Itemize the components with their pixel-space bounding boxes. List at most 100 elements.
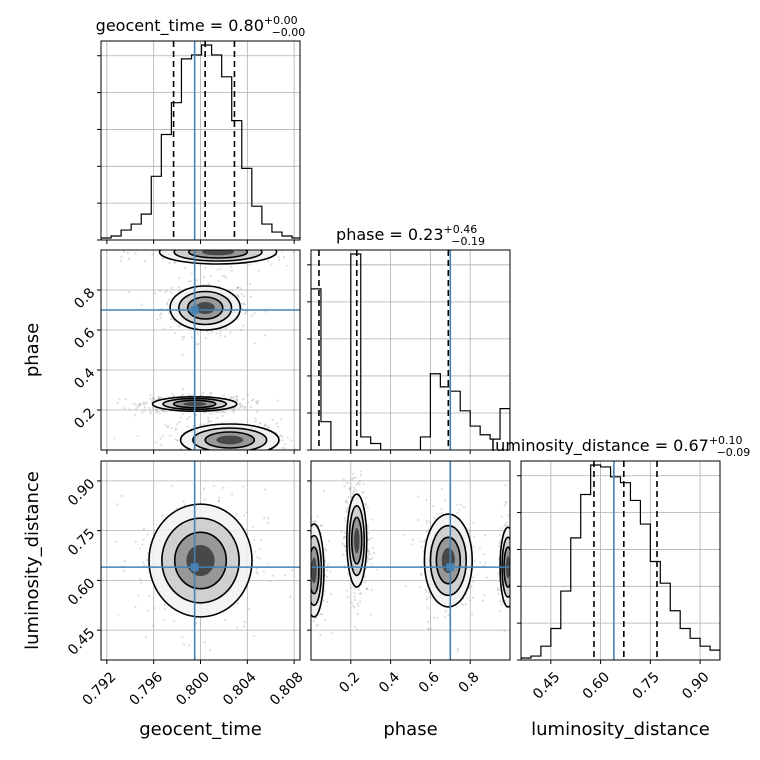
sample-point: [456, 503, 459, 506]
sample-point: [505, 500, 508, 503]
sample-point: [187, 242, 189, 244]
sample-point: [243, 620, 247, 623]
sample-point: [182, 388, 185, 391]
sample-point: [254, 246, 256, 248]
sample-point: [304, 568, 306, 570]
sample-point: [240, 302, 243, 305]
contour-line: [348, 504, 366, 577]
sample-point: [161, 434, 165, 437]
sample-point: [189, 280, 193, 283]
sample-point: [228, 396, 231, 400]
sample-point: [179, 416, 182, 419]
sample-point: [141, 411, 144, 414]
sample-point: [174, 429, 177, 432]
x-tick-label-geocent_time: 0.800: [173, 669, 213, 709]
sample-point: [221, 275, 225, 278]
contour-line: [350, 516, 363, 565]
sample-point: [303, 574, 305, 576]
contour-line: [192, 427, 268, 450]
sample-point: [240, 451, 242, 453]
sample-point: [176, 245, 178, 247]
title-median: luminosity_distance = 0.67: [491, 436, 709, 456]
sample-point: [201, 245, 203, 247]
sample-point: [176, 246, 178, 248]
sample-point: [482, 552, 485, 556]
sample-point: [137, 594, 140, 597]
sample-point: [277, 256, 281, 259]
sample-point: [479, 561, 482, 564]
y-tick-label-luminosity_distance: 0.90: [65, 476, 98, 509]
sample-point: [345, 509, 348, 512]
sample-point: [358, 592, 361, 595]
density-region: [354, 527, 360, 554]
sample-point: [270, 242, 272, 244]
sample-point: [195, 413, 198, 416]
sample-point: [343, 517, 347, 520]
sample-point: [151, 396, 154, 399]
sample-point: [231, 289, 234, 292]
sample-point: [326, 563, 329, 566]
sample-point: [161, 410, 165, 413]
sample-point: [155, 411, 158, 414]
truth-marker: [190, 563, 199, 572]
sample-point: [368, 558, 371, 561]
sample-point: [212, 411, 215, 414]
sample-point: [233, 407, 237, 410]
sample-point: [267, 521, 270, 524]
sample-point: [263, 488, 267, 491]
sample-point: [367, 532, 370, 535]
sample-point: [234, 245, 236, 247]
sample-point: [223, 274, 226, 278]
sample-point: [195, 279, 199, 282]
sample-point: [360, 592, 363, 595]
sample-point: [343, 545, 346, 548]
sample-point: [443, 499, 447, 502]
sample-point: [148, 410, 152, 413]
x-tick-label-geocent_time: 0.804: [220, 669, 260, 709]
sample-point: [223, 409, 226, 413]
sample-point: [263, 424, 266, 427]
sample-point: [215, 332, 218, 335]
y-tick-label-phase: 0.8: [71, 285, 98, 312]
sample-point: [243, 303, 246, 306]
sample-point: [481, 599, 484, 602]
sample-point: [161, 257, 165, 260]
x-axis-label-geocent_time: geocent_time: [139, 719, 262, 740]
sample-point: [267, 426, 270, 429]
sample-point: [427, 627, 430, 630]
sample-point: [203, 411, 206, 414]
x-tick-label-phase: 0.2: [336, 669, 363, 696]
sample-point: [473, 535, 476, 538]
density-panel-luminosity_distance-vs-phase: [303, 460, 511, 664]
y-axis-label-luminosity_distance: luminosity_distance: [22, 471, 43, 650]
sample-point: [205, 422, 208, 426]
sample-point: [93, 612, 95, 614]
sample-point: [217, 499, 221, 502]
sample-point: [225, 241, 227, 243]
sample-point: [209, 392, 212, 395]
sample-point: [181, 635, 184, 638]
sample-point: [366, 560, 369, 563]
sample-point: [237, 286, 240, 289]
sample-point: [366, 526, 369, 529]
sample-point: [243, 407, 246, 410]
sample-point: [305, 560, 307, 562]
sample-point: [233, 396, 236, 399]
sample-point: [255, 400, 258, 404]
sample-point: [346, 507, 349, 510]
sample-point: [248, 453, 250, 455]
sample-point: [425, 522, 428, 525]
sample-point: [151, 398, 155, 401]
sample-point: [235, 394, 238, 398]
sample-point: [466, 527, 469, 530]
sample-point: [123, 560, 127, 563]
sample-point: [155, 441, 158, 444]
sample-point: [306, 595, 308, 597]
sample-point: [144, 636, 147, 639]
sample-point: [283, 443, 286, 446]
sample-point: [417, 518, 420, 522]
sample-point: [368, 558, 371, 561]
sample-point: [507, 514, 510, 517]
sample-point: [350, 601, 353, 604]
sample-point: [483, 534, 487, 537]
